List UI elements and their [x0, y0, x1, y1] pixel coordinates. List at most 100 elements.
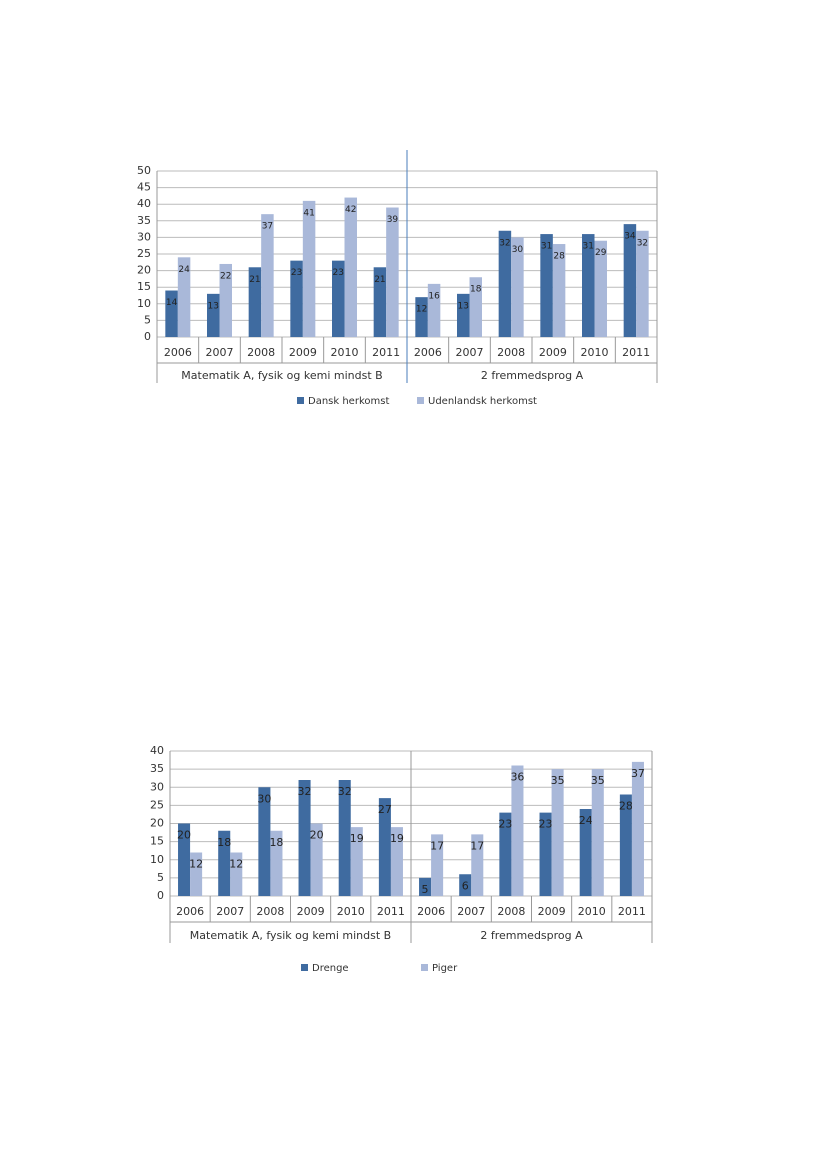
data-label: 37 — [631, 767, 645, 780]
y-tick-label: 30 — [150, 780, 164, 793]
data-label: 32 — [499, 238, 510, 248]
data-label: 24 — [178, 265, 190, 275]
data-label: 32 — [637, 238, 648, 248]
y-tick-label: 10 — [137, 297, 151, 310]
data-label: 42 — [345, 205, 356, 215]
bar — [302, 200, 316, 337]
y-tick-label: 40 — [137, 197, 151, 210]
bar — [623, 224, 637, 337]
bar — [261, 214, 274, 337]
x-tick-label: 2011 — [377, 905, 405, 918]
bar — [415, 297, 428, 337]
data-label: 34 — [624, 232, 636, 242]
data-label: 35 — [551, 774, 565, 787]
bar — [459, 874, 472, 896]
y-tick-label: 30 — [137, 230, 151, 243]
bar — [511, 765, 524, 896]
y-tick-label: 15 — [137, 280, 151, 293]
bar — [594, 240, 607, 337]
bar — [344, 197, 357, 337]
bar — [619, 794, 632, 896]
bar — [582, 234, 595, 337]
bar — [631, 761, 644, 896]
x-tick-label: 2009 — [538, 905, 566, 918]
chart: 0 5 10 15 20 25 30 35 40 2006 20 12 2007 18 12 2008 30 18… — [150, 744, 653, 974]
y-tick-label: 5 — [157, 871, 164, 884]
x-tick-label: 2006 — [176, 905, 204, 918]
data-label: 22 — [220, 271, 231, 281]
legend-swatch — [417, 397, 424, 404]
data-label: 19 — [350, 832, 364, 845]
x-tick-label: 2009 — [539, 346, 567, 359]
data-label: 6 — [462, 879, 469, 892]
y-tick-label: 40 — [150, 744, 164, 757]
y-tick-label: 50 — [137, 164, 151, 177]
data-label: 37 — [262, 222, 273, 232]
y-tick-label: 25 — [150, 798, 164, 811]
data-label: 21 — [374, 275, 385, 285]
x-tick-label: 2006 — [417, 905, 445, 918]
data-label: 5 — [422, 883, 429, 896]
group-label: Matematik A, fysik og kemi mindst B — [190, 929, 391, 942]
bar — [207, 293, 220, 337]
bar — [540, 234, 553, 337]
data-label: 13 — [208, 301, 219, 311]
y-tick-label: 25 — [137, 247, 151, 260]
y-tick-label: 20 — [137, 264, 151, 277]
x-tick-label: 2008 — [256, 905, 284, 918]
bar — [390, 827, 403, 896]
bar — [177, 257, 191, 337]
x-tick-label: 2007 — [456, 346, 484, 359]
bar — [551, 769, 564, 896]
data-label: 12 — [189, 858, 203, 871]
x-tick-label: 2007 — [206, 346, 234, 359]
data-label: 14 — [166, 298, 178, 308]
y-tick-label: 15 — [150, 835, 164, 848]
data-label: 19 — [390, 832, 404, 845]
legend-label: Udenlandsk herkomst — [428, 396, 537, 407]
bar — [350, 827, 363, 896]
x-tick-label: 2008 — [497, 905, 525, 918]
data-label: 13 — [458, 301, 469, 311]
y-tick-label: 35 — [150, 762, 164, 775]
data-label: 31 — [583, 242, 594, 252]
bar — [338, 780, 351, 896]
data-label: 23 — [291, 268, 302, 278]
data-label: 41 — [303, 208, 314, 218]
y-tick-label: 20 — [150, 817, 164, 830]
x-tick-label: 2006 — [164, 346, 192, 359]
legend-swatch — [297, 397, 304, 404]
group-label: 2 fremmedsprog A — [480, 929, 583, 942]
bar — [419, 877, 432, 896]
bar — [636, 230, 649, 337]
data-label: 27 — [378, 803, 392, 816]
data-label: 28 — [553, 252, 565, 262]
data-label: 29 — [595, 248, 607, 258]
data-label: 23 — [498, 818, 512, 831]
bar — [218, 830, 231, 896]
data-label: 35 — [591, 774, 605, 787]
bar — [539, 812, 552, 896]
x-tick-label: 2009 — [297, 905, 325, 918]
bar — [431, 834, 444, 896]
bar — [499, 812, 512, 896]
data-label: 20 — [310, 829, 324, 842]
bar — [552, 244, 566, 337]
x-tick-label: 2010 — [578, 905, 606, 918]
data-label: 31 — [541, 242, 552, 252]
x-tick-label: 2006 — [414, 346, 442, 359]
x-tick-label: 2007 — [216, 905, 244, 918]
bar — [471, 834, 484, 896]
legend-swatch — [301, 964, 308, 971]
chart: 0 5 10 15 20 25 30 35 40 45 50 2006 14 24 2007 13 22 2008… — [137, 150, 658, 407]
data-label: 32 — [298, 785, 312, 798]
y-tick-label: 45 — [137, 181, 151, 194]
bar — [190, 852, 203, 896]
y-tick-label: 0 — [157, 889, 164, 902]
bar — [230, 852, 243, 896]
bar — [258, 787, 271, 896]
bar — [290, 260, 303, 337]
data-label: 30 — [257, 792, 271, 805]
bar — [165, 290, 178, 337]
